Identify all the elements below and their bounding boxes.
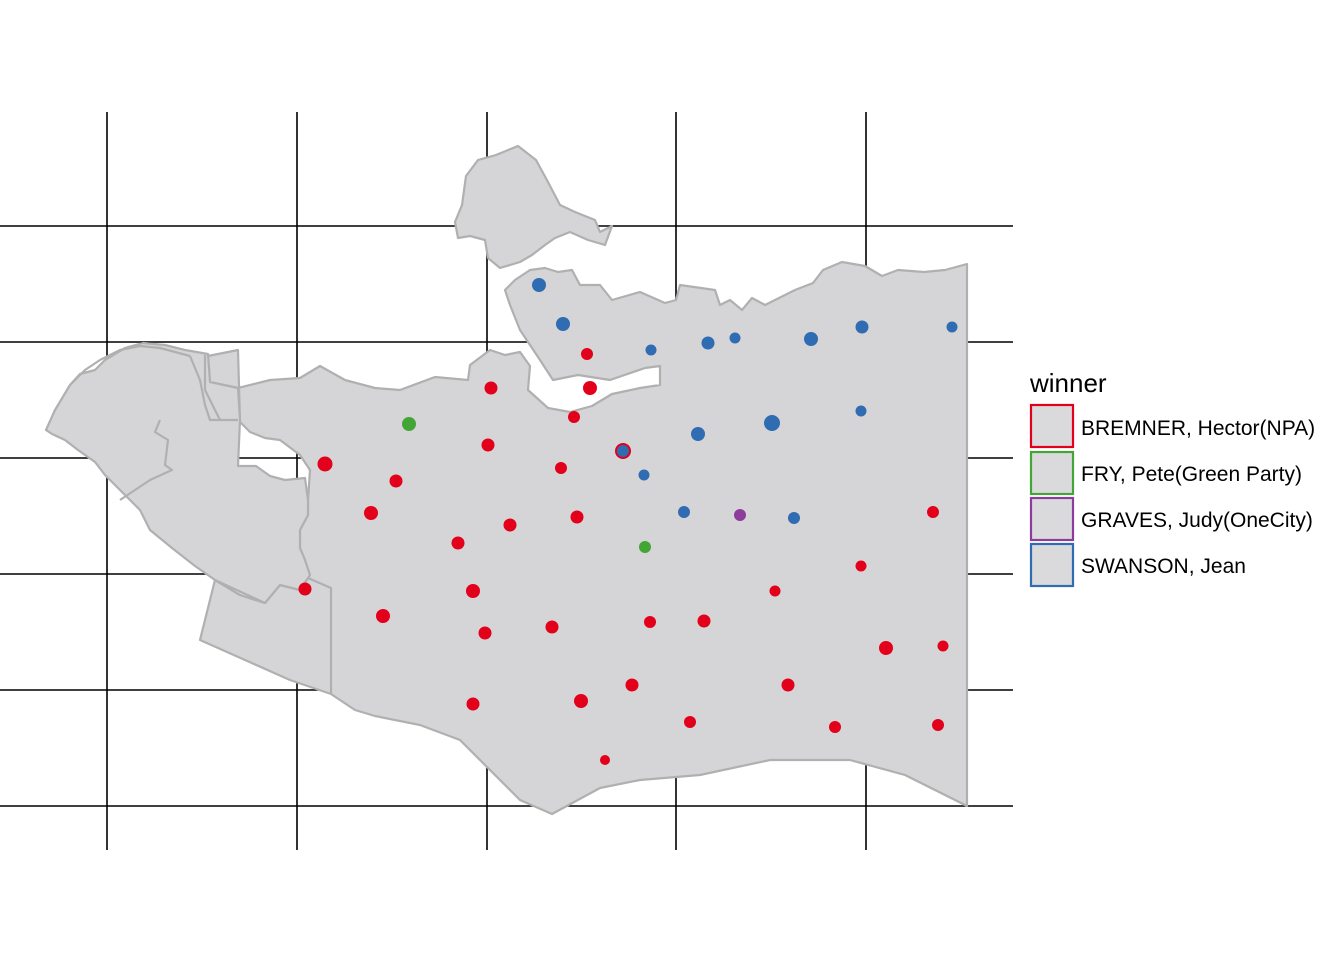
district-boundary	[69, 344, 238, 501]
polling-point-swanson	[691, 427, 705, 441]
polling-point-swanson	[532, 278, 546, 292]
polling-point-swanson	[804, 332, 818, 346]
legend-label-swanson: SWANSON, Jean	[1081, 555, 1246, 578]
district-boundary	[214, 576, 333, 694]
polling-point-bremner	[625, 678, 639, 692]
legend-entry-fry: FRY, Pete(Green Party)	[1029, 450, 1302, 496]
legend-label-bremner: BREMNER, Hector(NPA)	[1081, 417, 1315, 440]
city-land	[44, 144, 969, 816]
polling-point-bremner	[570, 510, 584, 524]
legend-key-graves	[1029, 496, 1075, 542]
polling-point-bremner	[829, 721, 841, 733]
polling-point-swanson	[855, 405, 867, 417]
polling-point-swanson	[645, 344, 657, 356]
polling-point-bremner	[644, 616, 656, 628]
polling-point-bremner	[697, 614, 711, 628]
polling-point-bremner	[855, 560, 867, 572]
west-peninsula-polygon	[44, 341, 312, 605]
polling-point-graves	[734, 509, 746, 521]
polling-point-bremner	[503, 518, 517, 532]
polling-point-bremner	[364, 506, 378, 520]
north-park-polygon	[453, 144, 614, 270]
polling-point-bremner	[583, 381, 597, 395]
polling-point-swanson	[946, 321, 958, 333]
polling-point-bremner	[684, 716, 696, 728]
legend-key-swanson	[1029, 542, 1075, 588]
polling-point-swanson	[729, 332, 741, 344]
polling-point-bremner	[317, 456, 333, 472]
polling-point-swanson	[701, 336, 715, 350]
polling-point-bremner	[927, 506, 939, 518]
polling-point-bremner	[389, 474, 403, 488]
polling-point-bremner	[937, 640, 949, 652]
city-main-polygon	[198, 260, 969, 816]
polling-point-fry	[639, 541, 651, 553]
polling-point-bremner	[932, 719, 944, 731]
polling-point-bremner	[298, 582, 312, 596]
polling-point-bremner	[574, 694, 588, 708]
polling-point-bremner	[376, 609, 390, 623]
polling-points	[298, 278, 958, 765]
polling-point-swanson	[556, 317, 570, 331]
polling-point-swanson	[788, 512, 800, 524]
polling-point-bremner	[581, 348, 593, 360]
polling-point-bremner	[481, 438, 495, 452]
polling-point-bremner	[484, 381, 498, 395]
polling-point-swanson	[617, 445, 629, 457]
legend-entry-graves: GRAVES, Judy(OneCity)	[1029, 496, 1313, 542]
legend-label-fry: FRY, Pete(Green Party)	[1081, 463, 1302, 486]
polling-point-bremner	[545, 620, 559, 634]
polling-point-fry	[402, 417, 416, 431]
polling-point-bremner	[555, 462, 567, 474]
polling-point-swanson	[855, 320, 869, 334]
legend-label-graves: GRAVES, Judy(OneCity)	[1081, 509, 1313, 532]
polling-point-bremner	[466, 584, 480, 598]
polling-point-bremner	[478, 626, 492, 640]
polling-point-swanson	[638, 469, 650, 481]
polling-point-bremner	[466, 697, 480, 711]
polling-point-bremner	[451, 536, 465, 550]
legend-entry-bremner: BREMNER, Hector(NPA)	[1029, 403, 1315, 449]
polling-point-bremner	[781, 678, 795, 692]
polling-point-swanson	[678, 506, 690, 518]
legend: winner BREMNER, Hector(NPA) FRY, Pete(Gr…	[1029, 368, 1315, 588]
polling-point-swanson	[764, 415, 780, 431]
polling-point-bremner	[600, 755, 610, 765]
polling-point-bremner	[769, 585, 781, 597]
legend-entry-swanson: SWANSON, Jean	[1029, 542, 1246, 588]
legend-title: winner	[1029, 368, 1107, 398]
legend-key-bremner	[1029, 403, 1075, 449]
legend-key-fry	[1029, 450, 1075, 496]
polling-point-bremner	[879, 641, 893, 655]
polling-point-bremner	[568, 411, 580, 423]
